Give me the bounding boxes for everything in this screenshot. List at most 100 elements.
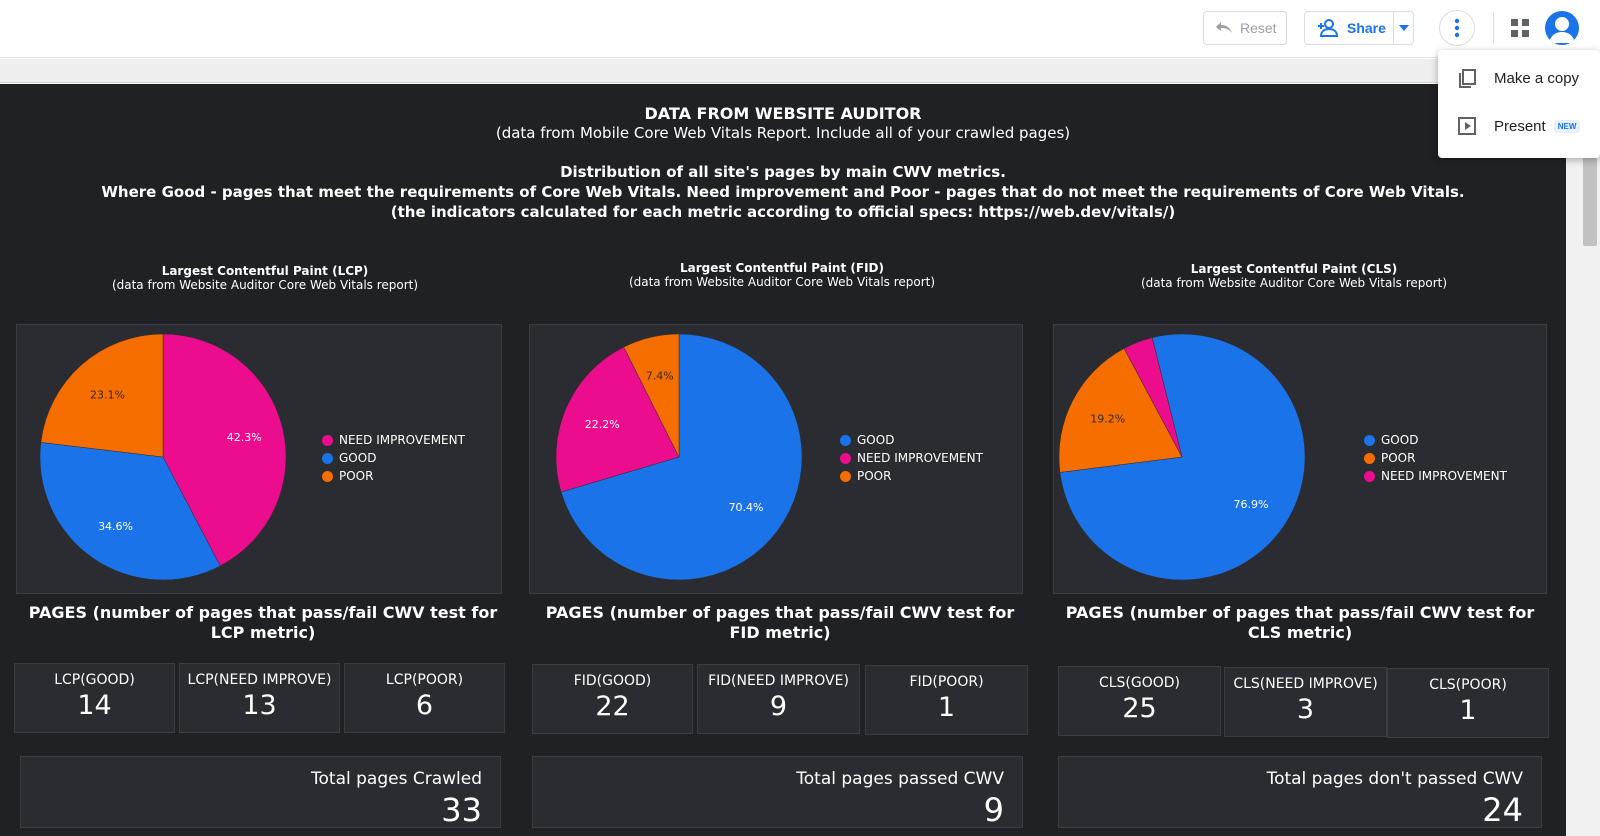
pie-slice-label: 42.3% <box>227 431 262 444</box>
menu-item-present[interactable]: Present NEW <box>1438 106 1600 146</box>
legend-swatch <box>322 452 333 464</box>
pie-slice-label: 34.6% <box>98 520 133 533</box>
lcp-need-improve-card: LCP(NEED IMPROVE) 13 <box>179 663 340 733</box>
lcp-chart-subtitle: (data from Website Auditor Core Web Vita… <box>111 278 419 292</box>
avatar[interactable] <box>1545 11 1579 45</box>
total-passed-card: Total pages passed CWV 9 <box>532 756 1023 829</box>
card-value: 9 <box>769 691 788 722</box>
total-label: Total pages passed CWV <box>796 769 1004 789</box>
pie-slice-good[interactable] <box>560 333 803 581</box>
pie-slice-need-improvement[interactable] <box>1123 337 1183 458</box>
add-person-icon <box>1318 19 1339 37</box>
legend-label: POOR <box>857 469 892 483</box>
pie-slice-poor[interactable] <box>623 333 680 458</box>
present-icon <box>1458 117 1476 135</box>
description-line-2: Where Good - pages that meet the require… <box>101 183 1465 201</box>
fid-pie-chart[interactable]: 70.4% 22.2% 7.4% <box>530 325 830 593</box>
pie-slice-need-improvement[interactable] <box>555 346 680 493</box>
cls-pie-panel: 76.9% 19.2% GOOD POOR NEED IMPROVEMENT <box>1053 324 1547 594</box>
lcp-pages-title: PAGES (number of pages that pass/fail CW… <box>28 603 498 642</box>
card-value: 13 <box>242 690 277 721</box>
cls-chart-subtitle: (data from Website Auditor Core Web Vita… <box>1140 276 1448 290</box>
legend-item-need-improvement[interactable]: NEED IMPROVEMENT <box>322 431 465 449</box>
card-label: LCP(GOOD) <box>54 672 135 688</box>
legend-swatch <box>1364 434 1375 446</box>
pie-slice-need-improvement[interactable] <box>162 333 287 567</box>
legend-label: NEED IMPROVEMENT <box>339 433 465 447</box>
top-toolbar: Reset Share <box>0 0 1600 58</box>
share-options-dropdown[interactable] <box>1393 11 1414 45</box>
pie-slice-label: 19.2% <box>1090 413 1125 426</box>
fid-pages-title: PAGES (number of pages that pass/fail CW… <box>545 603 1015 642</box>
menu-item-make-copy[interactable]: Make a copy <box>1438 58 1600 98</box>
pie-slice-good[interactable] <box>1059 333 1306 581</box>
lcp-pie-chart[interactable]: 42.3% 34.6% 23.1% <box>17 325 317 593</box>
undo-icon <box>1216 22 1232 33</box>
reset-button[interactable]: Reset <box>1203 11 1287 45</box>
description-line-3: (the indicators calculated for each metr… <box>390 203 1176 221</box>
card-value: 6 <box>415 690 434 721</box>
card-label: CLS(GOOD) <box>1098 675 1181 691</box>
fid-good-card: FID(GOOD) 22 <box>532 664 693 734</box>
cls-poor-card: CLS(POOR) 1 <box>1387 668 1549 738</box>
toolbar-divider <box>1493 12 1494 44</box>
description-line-1: Distribution of all site's pages by main… <box>560 163 1006 181</box>
legend-item-poor[interactable]: POOR <box>322 467 465 485</box>
fid-chart-subtitle: (data from Website Auditor Core Web Vita… <box>628 275 936 289</box>
lcp-pie-panel: 42.3% 34.6% 23.1% NEED IMPROVEMENT GOOD POOR <box>16 324 502 594</box>
card-value: 3 <box>1296 694 1315 725</box>
more-vertical-icon <box>1454 18 1460 38</box>
pie-slice-poor[interactable] <box>40 333 164 458</box>
total-label: Total pages don't passed CWV <box>1266 769 1523 789</box>
total-crawled-card: Total pages Crawled 33 <box>20 756 501 829</box>
pie-slice-label: 7.4% <box>646 370 674 383</box>
cls-pie-chart[interactable]: 76.9% 19.2% <box>1054 325 1354 593</box>
card-value: 22 <box>595 691 630 722</box>
pie-slice-poor[interactable] <box>1058 348 1183 473</box>
lcp-chart-title-block: Largest Contentful Paint (LCP) (data fro… <box>15 264 515 292</box>
total-failed-card: Total pages don't passed CWV 24 <box>1058 756 1542 829</box>
lcp-chart-title: Largest Contentful Paint (LCP) <box>161 264 369 278</box>
fid-need-improve-card: FID(NEED IMPROVE) 9 <box>697 664 860 734</box>
new-badge: NEW <box>1553 119 1581 133</box>
legend-label: GOOD <box>1381 433 1419 447</box>
legend-swatch <box>1364 452 1375 464</box>
cls-good-card: CLS(GOOD) 25 <box>1058 666 1221 736</box>
legend-item-good[interactable]: GOOD <box>840 431 983 449</box>
fid-legend: GOOD NEED IMPROVEMENT POOR <box>840 431 983 485</box>
legend-item-need-improvement[interactable]: NEED IMPROVEMENT <box>840 449 983 467</box>
present-label: Present <box>1494 117 1546 135</box>
legend-swatch <box>840 434 851 446</box>
card-label: LCP(NEED IMPROVE) <box>187 672 332 688</box>
lcp-good-card: LCP(GOOD) 14 <box>14 663 175 733</box>
cls-legend: GOOD POOR NEED IMPROVEMENT <box>1364 431 1507 485</box>
legend-item-good[interactable]: GOOD <box>322 449 465 467</box>
total-value: 9 <box>983 791 1004 829</box>
pie-slice-label: 23.1% <box>90 388 125 401</box>
report-ruler-strip <box>0 59 1600 83</box>
legend-item-need-improvement[interactable]: NEED IMPROVEMENT <box>1364 467 1507 485</box>
legend-item-poor[interactable]: POOR <box>1364 449 1507 467</box>
report-title: DATA FROM WEBSITE AUDITOR <box>644 104 922 123</box>
apps-grid-icon[interactable] <box>1509 17 1531 39</box>
legend-item-poor[interactable]: POOR <box>840 467 983 485</box>
legend-swatch <box>840 452 851 464</box>
reset-label: Reset <box>1240 20 1277 36</box>
card-label: LCP(POOR) <box>385 672 464 688</box>
card-label: FID(NEED IMPROVE) <box>708 673 849 689</box>
make-copy-label: Make a copy <box>1494 69 1580 87</box>
legend-label: NEED IMPROVEMENT <box>1381 469 1507 483</box>
card-label: FID(POOR) <box>909 674 984 690</box>
lcp-poor-card: LCP(POOR) 6 <box>344 663 505 733</box>
report-description: Distribution of all site's pages by main… <box>0 162 1566 222</box>
more-options-button[interactable] <box>1439 10 1475 46</box>
share-button[interactable]: Share <box>1304 11 1414 45</box>
legend-item-good[interactable]: GOOD <box>1364 431 1507 449</box>
card-label: CLS(NEED IMPROVE) <box>1233 676 1378 692</box>
total-value: 24 <box>1482 791 1523 829</box>
share-label: Share <box>1347 20 1386 36</box>
pie-slice-good[interactable] <box>39 442 221 581</box>
cls-chart-title-block: Largest Contentful Paint (CLS) (data fro… <box>1044 262 1544 290</box>
legend-label: POOR <box>1381 451 1416 465</box>
legend-swatch <box>1364 470 1375 482</box>
